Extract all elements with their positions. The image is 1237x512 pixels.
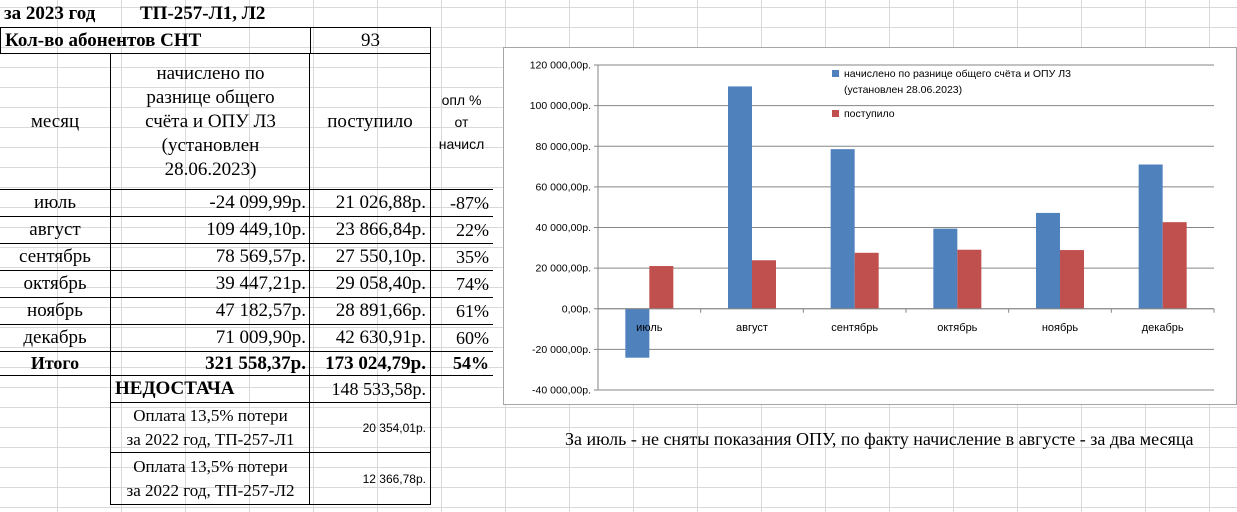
bar-accrued [728, 86, 752, 309]
percent-cell: -87% [430, 190, 493, 217]
accrued-cell: 39 447,21р. [110, 271, 310, 298]
percent-cell: 74% [430, 271, 493, 298]
accrued-cell: 109 449,10р. [110, 217, 310, 244]
loss1-line2: за 2022 год, ТП-257-Л1 [126, 429, 295, 449]
col-received-header: поступило [309, 54, 431, 190]
percent-cell: 35% [430, 244, 493, 271]
received-cell: 27 550,10р. [309, 244, 431, 271]
y-tick-label: -40 000,00р. [532, 385, 591, 397]
percent-cell: 61% [430, 298, 493, 325]
y-tick-label: -20 000,00р. [532, 344, 591, 356]
loss1-value: 20 354,01р. [309, 403, 431, 453]
shortage-label: НЕДОСТАЧА [110, 376, 310, 403]
loss2-label: Оплата 13,5% потери за 2022 год, ТП-257-… [110, 453, 310, 505]
received-cell: 42 630,91р. [309, 325, 431, 352]
bar-chart: -40 000,00р. -20 000,00р. 0,00р. 20 000,00р… [530, 60, 1215, 397]
bar-accrued [830, 149, 855, 309]
loss2-line2: за 2022 год, ТП-257-Л2 [126, 480, 295, 500]
month-cell: июль [0, 190, 110, 217]
col-month-header: месяц [0, 54, 110, 190]
subscribers-count: 93 [310, 27, 431, 54]
footnote: За июль - не сняты показания ОПУ, по фак… [565, 429, 1194, 449]
accrued-cell: -24 099,99р. [110, 190, 310, 217]
bar-received [854, 252, 879, 309]
year-label: за 2023 год [4, 2, 96, 24]
percent-cell: 60% [430, 325, 493, 352]
bar-received [1162, 222, 1187, 309]
x-category-label: август [736, 322, 768, 334]
bar-accrued [1036, 212, 1060, 309]
y-tick-label: 60 000,00р. [536, 181, 591, 193]
y-tick-label: 40 000,00р. [536, 222, 591, 234]
bar-accrued [933, 228, 958, 309]
bar-received [649, 266, 674, 309]
col-accrued-header: начислено по разнице общего счёта и ОПУ … [110, 54, 310, 190]
received-cell: 29 058,40р. [309, 271, 431, 298]
loss2-value: 12 366,78р. [309, 453, 431, 505]
received-cell: 28 891,66р. [309, 298, 431, 325]
month-cell: сентябрь [0, 244, 110, 271]
received-cell: 21 026,88р. [309, 190, 431, 217]
month-cell: ноябрь [0, 298, 110, 325]
loss1-line1: Оплата 13,5% потери [133, 405, 288, 425]
x-category-label: июль [636, 322, 663, 334]
bar-received [1060, 250, 1084, 309]
legend-label-accrued: начислено по разнице общего счёта и ОПУ … [844, 68, 1071, 80]
y-tick-label: 100 000,00р. [530, 100, 591, 112]
month-cell: август [0, 217, 110, 244]
object-label: ТП-257-Л1, Л2 [140, 2, 266, 24]
total-percent: 54% [430, 352, 493, 376]
x-category-label: ноябрь [1042, 322, 1079, 334]
month-cell: декабрь [0, 325, 110, 352]
subscribers-label: Кол-во абонентов СНТ [0, 27, 311, 54]
accrued-cell: 71 009,90р. [110, 325, 310, 352]
month-cell: октябрь [0, 271, 110, 298]
chart-frame: -40 000,00р. -20 000,00р. 0,00р. 20 000,00р… [503, 47, 1237, 405]
received-cell: 23 866,84р. [309, 217, 431, 244]
y-tick-label: 80 000,00р. [536, 141, 591, 153]
y-tick-label: 120 000,00р. [530, 60, 591, 72]
total-accrued: 321 558,37р. [110, 352, 310, 376]
y-tick-label: 0,00р. [562, 303, 591, 315]
y-tick-label: 20 000,00р. [536, 263, 591, 275]
x-category-label: октябрь [937, 322, 977, 334]
bar-received [957, 249, 982, 309]
bar-received [752, 260, 776, 309]
loss2-line1: Оплата 13,5% потери [133, 456, 288, 476]
legend-label-accrued-line2: (установлен 28.06.2023) [844, 84, 962, 96]
bar-accrued [1138, 164, 1163, 309]
accrued-cell: 78 569,57р. [110, 244, 310, 271]
legend-label-received: поступило [844, 108, 895, 120]
total-label: Итого [0, 352, 110, 376]
shortage-value: 148 533,58р. [309, 376, 431, 403]
legend-swatch-accrued [832, 70, 839, 77]
legend-swatch-received [832, 110, 839, 117]
x-category-label: декабрь [1142, 322, 1184, 334]
bar-accrued [625, 308, 650, 358]
loss1-label: Оплата 13,5% потери за 2022 год, ТП-257-… [110, 403, 310, 453]
percent-cell: 22% [430, 217, 493, 244]
col-percent-header: опл % от начисл [430, 54, 493, 190]
x-category-label: сентябрь [831, 322, 878, 334]
accrued-cell: 47 182,57р. [110, 298, 310, 325]
total-received: 173 024,79р. [309, 352, 431, 376]
